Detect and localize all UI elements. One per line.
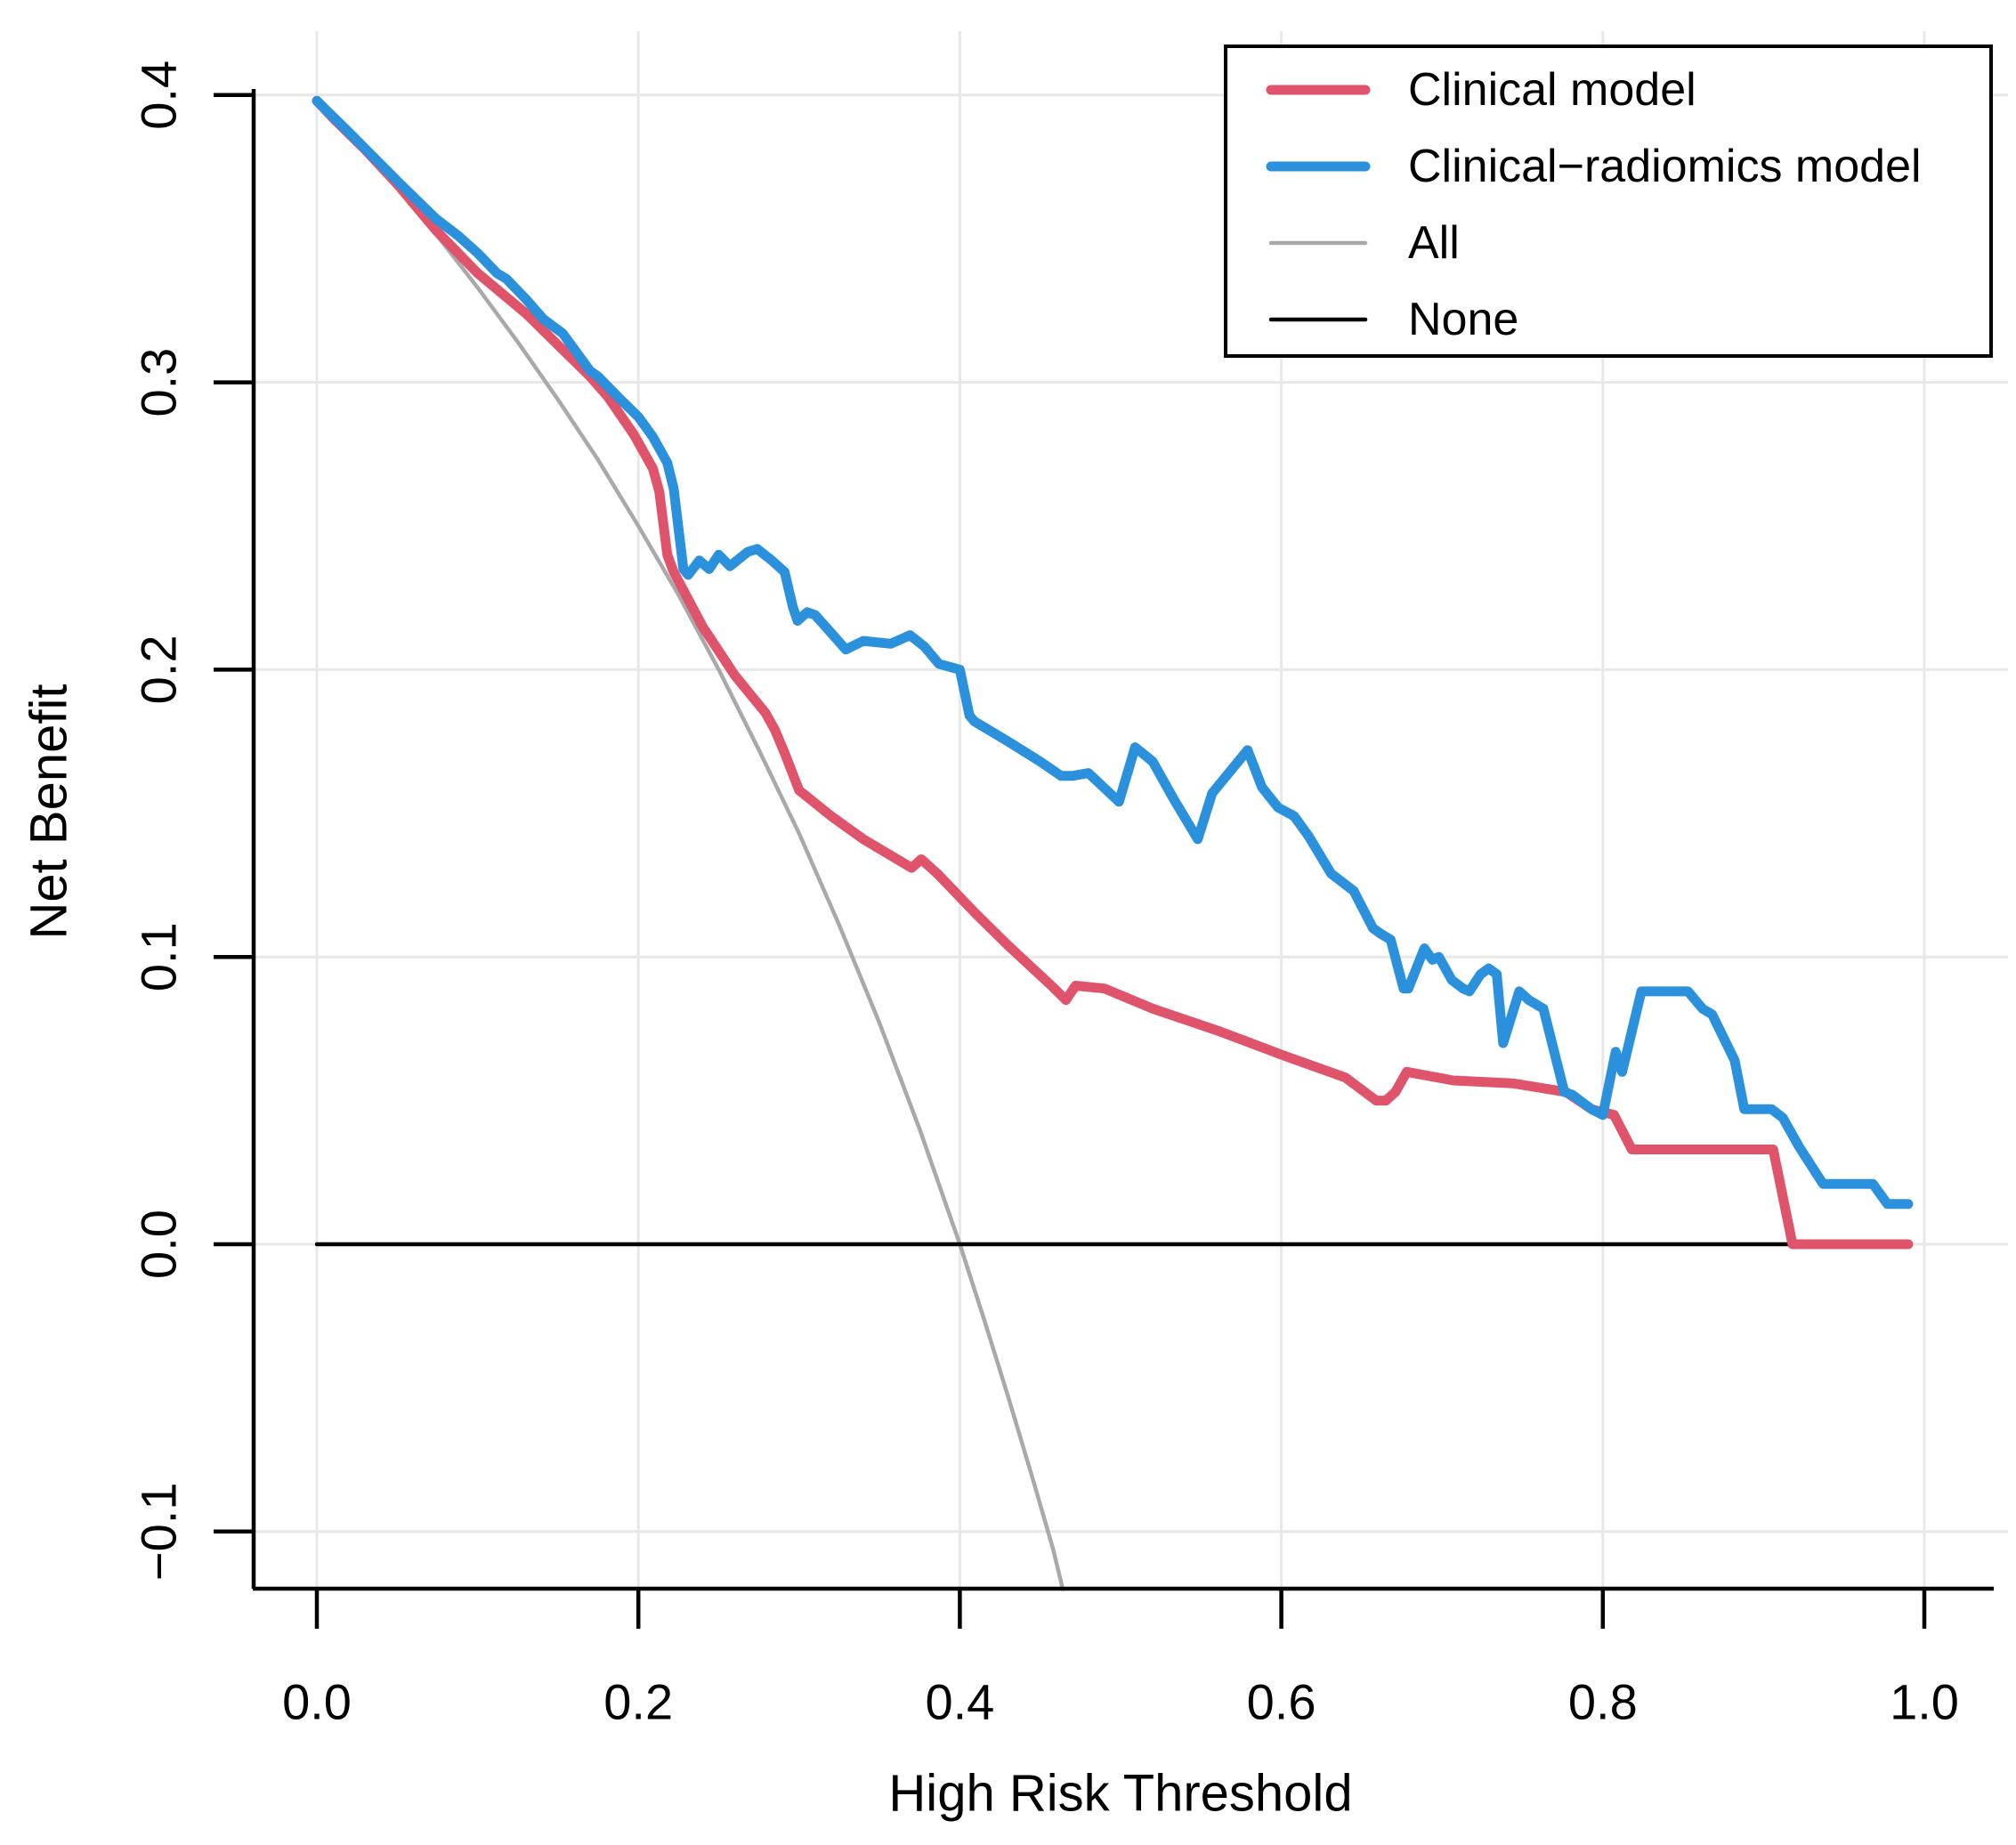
- legend-label: All: [1408, 217, 1460, 269]
- legend-label: Clinical model: [1408, 64, 1696, 116]
- x-axis-title: High Risk Threshold: [888, 1765, 1352, 1823]
- series-lines: [312, 95, 1914, 1591]
- y-tick-label: 0.0: [131, 1210, 187, 1279]
- x-tick-label: 0.4: [925, 1674, 994, 1730]
- legend: Clinical model Clinical−radiomics model Al…: [1224, 45, 1993, 358]
- y-tick-label: −0.1: [131, 1483, 187, 1582]
- y-axis-title: Net Benefit: [20, 684, 78, 940]
- y-tick-label: 0.1: [131, 922, 187, 991]
- x-tick-label: 0.2: [603, 1674, 673, 1730]
- x-tick-label: 0.6: [1247, 1674, 1316, 1730]
- x-tick-label: 0.0: [282, 1674, 352, 1730]
- y-tick-label: 0.2: [131, 635, 187, 704]
- x-axis-ticks: 0.0 0.2 0.4 0.6 0.8 1.0: [282, 1589, 1959, 1730]
- series-line-all: [314, 99, 1065, 1591]
- series-line-clinical-model: [312, 95, 1914, 1250]
- y-tick-label: 0.3: [131, 348, 187, 417]
- y-tick-label: 0.4: [131, 61, 187, 130]
- x-tick-label: 1.0: [1890, 1674, 1959, 1730]
- legend-label: None: [1408, 294, 1518, 345]
- series-line-clinical-radiomics-model: [312, 95, 1914, 1210]
- legend-label: Clinical−radiomics model: [1408, 141, 1922, 192]
- y-axis-ticks: −0.1 0.0 0.1 0.2 0.3 0.4: [131, 61, 254, 1582]
- legend-box: [1224, 45, 1993, 358]
- x-tick-label: 0.8: [1568, 1674, 1638, 1730]
